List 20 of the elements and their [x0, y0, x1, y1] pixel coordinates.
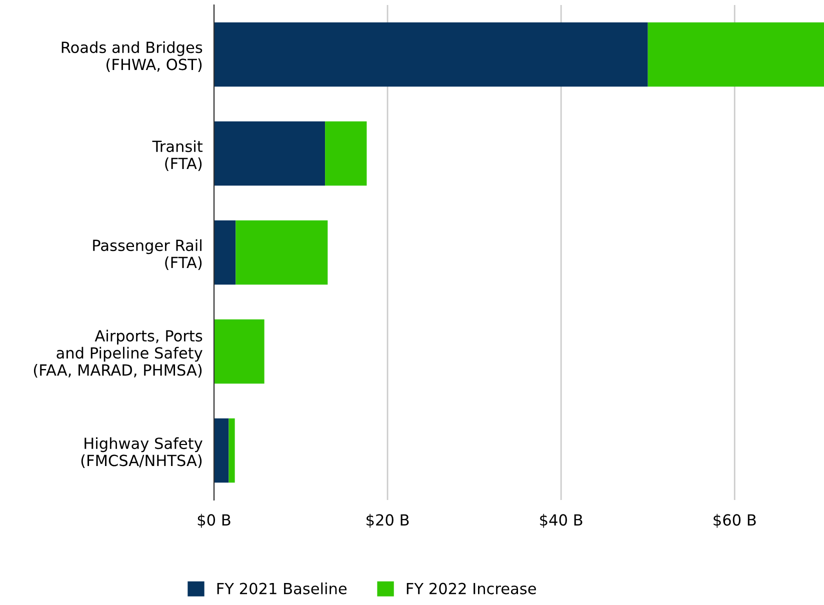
bar [214, 220, 236, 285]
x-tick-label: $60 B [714, 514, 756, 528]
bar [325, 121, 367, 186]
bar [214, 22, 648, 87]
bar [648, 22, 824, 87]
x-tick-label: $40 B [540, 514, 582, 528]
legend-label: FY 2022 Increase [406, 582, 536, 594]
y-tick-label: Highway Safety (FMCSA/NHTSA) [81, 437, 202, 468]
bar [214, 418, 229, 483]
legend-label: FY 2021 Baseline [217, 582, 347, 594]
y-tick-label: Roads and Bridges (FHWA, OST) [62, 41, 202, 72]
y-tick-label: Transit (FTA) [152, 140, 203, 172]
x-tick-label: $0 B [198, 514, 230, 528]
y-tick-label: Passenger Rail (FTA) [93, 239, 202, 270]
bar [214, 319, 264, 384]
bar [236, 220, 328, 285]
x-tick-label: $20 B [366, 514, 409, 528]
bar [214, 121, 326, 186]
y-tick-label: Airports, Ports and Pipeline Safety (FAA, MARAD, PHMSA) [34, 330, 202, 378]
bar [228, 418, 235, 483]
